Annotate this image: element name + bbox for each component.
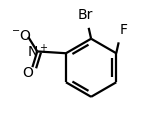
Text: O: O [22, 66, 33, 80]
Text: N$^+$: N$^+$ [27, 43, 48, 60]
Text: $^{-}$O: $^{-}$O [11, 29, 32, 43]
Text: F: F [119, 23, 128, 37]
Text: Br: Br [78, 8, 93, 22]
